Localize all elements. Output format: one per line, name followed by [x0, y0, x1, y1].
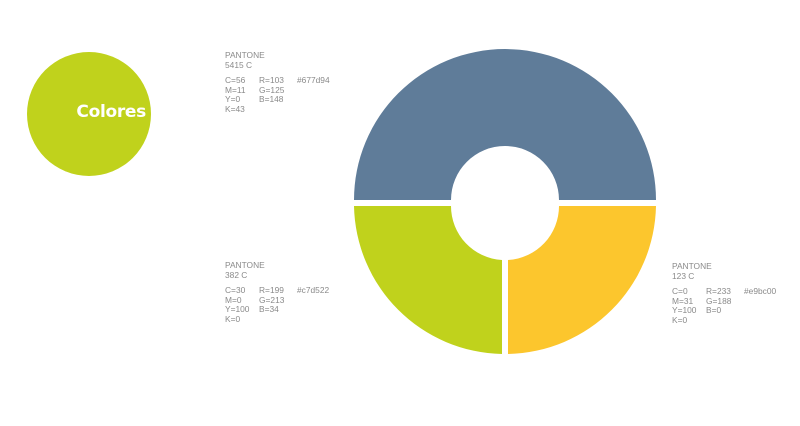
pantone-code: 123 C	[672, 270, 695, 281]
pantone-label: PANTONE	[225, 260, 265, 270]
ring-segment-yellow	[508, 206, 656, 354]
hex-value: #677d94	[297, 75, 330, 86]
rgb-r: R=233	[706, 286, 731, 297]
rgb-g: G=125	[259, 84, 285, 95]
pantone-code: 382 C	[225, 269, 248, 280]
badge-label: Colores	[76, 102, 146, 122]
cmyk-y: Y=100	[672, 305, 697, 316]
rgb-g: G=213	[259, 294, 285, 305]
rgb-r: R=103	[259, 75, 284, 86]
color-spec-yellow: PANTONE 123 C C=0 R=233 #e9bc00 M=31 G=1…	[672, 261, 776, 326]
ring-segment-green	[354, 206, 502, 354]
cmyk-m: M=31	[672, 295, 694, 306]
rgb-b: B=34	[259, 304, 279, 315]
ring-segment-blue	[354, 49, 656, 200]
rgb-g: G=188	[706, 295, 732, 306]
color-values: C=0 R=233 #e9bc00 M=31 G=188 Y=100 B=0 K…	[672, 287, 776, 325]
color-values: C=30 R=199 #c7d522 M=0 G=213 Y=100 B=34 …	[225, 286, 329, 324]
cmyk-m: M=0	[225, 294, 242, 305]
rgb-b: B=0	[706, 305, 722, 316]
cmyk-y: Y=0	[225, 94, 241, 105]
cmyk-k: K=43	[225, 103, 245, 114]
cmyk-c: C=30	[225, 285, 246, 296]
cmyk-c: C=56	[225, 75, 246, 86]
cmyk-k: K=0	[672, 314, 688, 325]
pantone-label: PANTONE	[225, 50, 265, 60]
rgb-r: R=199	[259, 285, 284, 296]
cmyk-k: K=0	[225, 313, 241, 324]
rgb-b: B=148	[259, 94, 284, 105]
cmyk-y: Y=100	[225, 304, 250, 315]
color-spec-blue: PANTONE 5415 C C=56 R=103 #677d94 M=11 G…	[225, 50, 330, 115]
hex-value: #c7d522	[297, 285, 330, 296]
pantone-code: 5415 C	[225, 59, 253, 70]
color-values: C=56 R=103 #677d94 M=11 G=125 Y=0 B=148 …	[225, 76, 330, 114]
cmyk-c: C=0	[672, 286, 688, 297]
cmyk-m: M=11	[225, 84, 246, 95]
pantone-label: PANTONE	[672, 261, 712, 271]
hex-value: #e9bc00	[744, 286, 777, 297]
colores-badge: Colores	[27, 52, 151, 176]
color-spec-green: PANTONE 382 C C=30 R=199 #c7d522 M=0 G=2…	[225, 260, 329, 325]
color-ring	[354, 49, 656, 354]
